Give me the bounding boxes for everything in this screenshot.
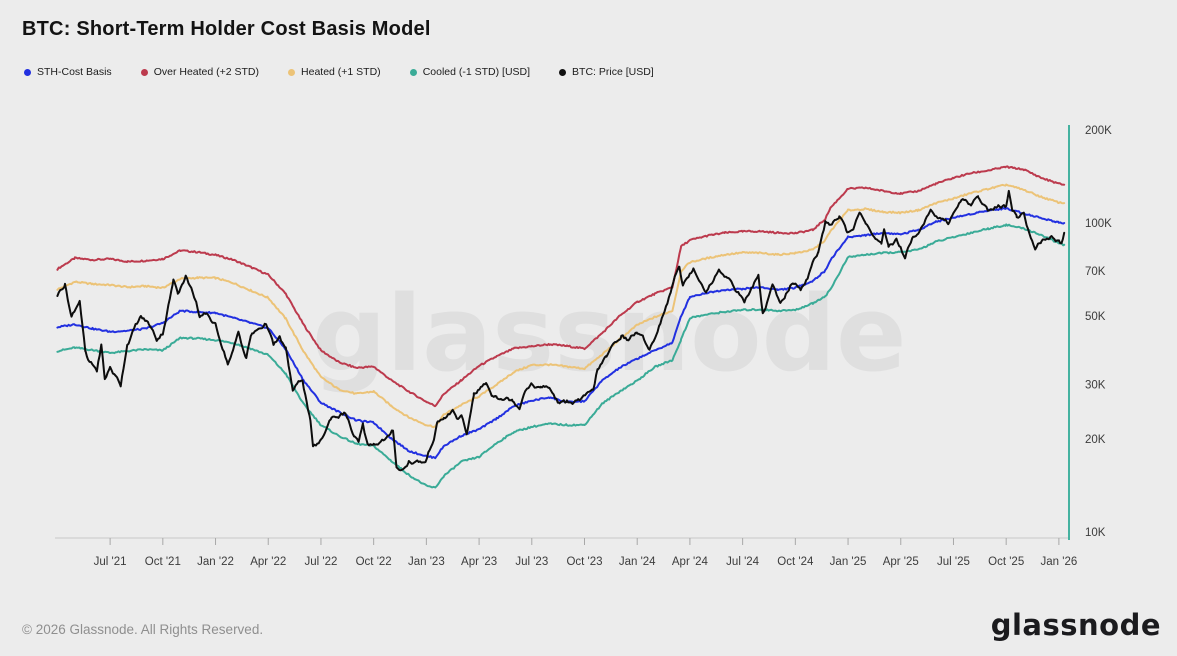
legend-label: BTC: Price [USD]: [572, 66, 654, 78]
cooled-line: [56, 223, 1066, 489]
overheated-swatch-icon: [140, 68, 148, 76]
x-tick-label: Jan '22: [197, 556, 234, 568]
cooled-swatch-icon: [409, 68, 417, 76]
legend-item-price[interactable]: BTC: Price [USD]: [559, 66, 654, 78]
legend-item-overheated[interactable]: Over Heated (+2 STD): [140, 66, 260, 78]
x-tick-label: Jul '23: [515, 556, 548, 568]
page-title: BTC: Short-Term Holder Cost Basis Model: [22, 18, 431, 40]
glassnode-watermark: glassnode: [312, 273, 907, 395]
heated-swatch-icon: [288, 68, 296, 76]
x-tick-label: Apr '22: [250, 556, 286, 568]
x-tick-label: Jul '22: [305, 556, 338, 568]
glassnode-logo: glassnode: [990, 608, 1161, 642]
y-tick-label: 70K: [1085, 266, 1106, 278]
y-tick-label: 100K: [1085, 218, 1112, 230]
y-tick-label: 10K: [1085, 527, 1106, 539]
x-tick-label: Oct '22: [356, 556, 392, 568]
legend-label: Cooled (-1 STD) [USD]: [422, 66, 531, 78]
x-tick-label: Apr '24: [672, 556, 709, 568]
sth_cost_basis-line: [56, 207, 1066, 460]
sth_cost_basis-swatch-icon: [24, 68, 31, 76]
y-tick-label: 20K: [1085, 434, 1106, 446]
y-tick-label: 200K: [1085, 125, 1112, 137]
chart-legend: STH-Cost Basis Over Heated (+2 STD) Heated…: [24, 66, 654, 78]
price-swatch-icon: [559, 68, 567, 76]
x-tick-label: Jan '26: [1041, 556, 1078, 568]
x-tick-label: Oct '24: [777, 556, 814, 568]
x-tick-label: Apr '23: [461, 556, 497, 568]
legend-item-sth_cost_basis[interactable]: STH-Cost Basis: [24, 66, 112, 78]
x-tick-label: Oct '23: [566, 556, 602, 568]
legend-label: Over Heated (+2 STD): [153, 66, 260, 78]
legend-item-cooled[interactable]: Cooled (-1 STD) [USD]: [409, 66, 531, 78]
x-tick-label: Oct '25: [988, 556, 1024, 568]
x-tick-label: Jul '24: [726, 556, 759, 568]
legend-label: STH-Cost Basis: [37, 66, 112, 78]
legend-label: Heated (+1 STD): [301, 66, 381, 78]
y-tick-label: 30K: [1085, 380, 1106, 392]
x-tick-label: Jan '23: [408, 556, 445, 568]
x-tick-label: Jul '25: [937, 556, 970, 568]
x-tick-label: Jan '24: [619, 556, 656, 568]
x-tick-label: Apr '25: [883, 556, 919, 568]
price-line: [56, 189, 1066, 472]
x-tick-label: Jan '25: [830, 556, 867, 568]
x-tick-label: Jul '21: [94, 556, 127, 568]
heated-line: [56, 183, 1066, 429]
legend-item-heated[interactable]: Heated (+1 STD): [288, 66, 381, 78]
copyright-text: © 2026 Glassnode. All Rights Reserved.: [22, 622, 264, 637]
overheated-line: [56, 165, 1066, 408]
x-tick-label: Oct '21: [145, 556, 181, 568]
y-tick-label: 50K: [1085, 311, 1106, 323]
